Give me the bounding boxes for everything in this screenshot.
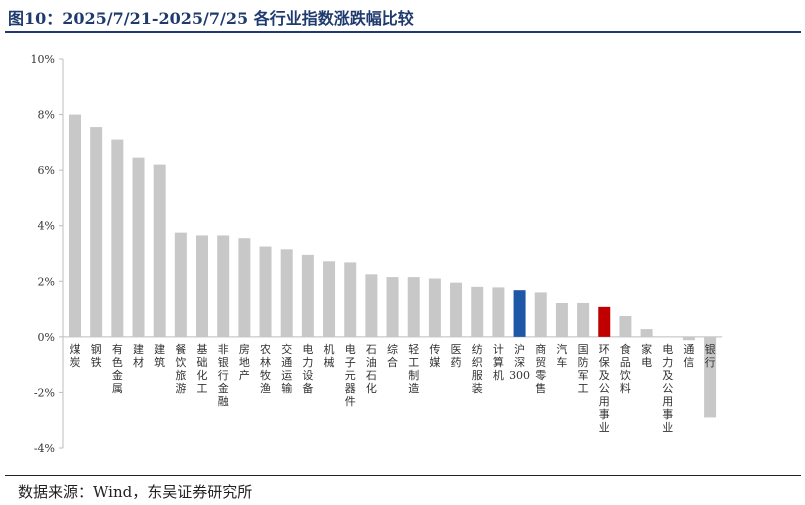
x-tick-label: 纺织服装 [472,342,483,395]
x-tick-label: 传媒 [429,343,440,369]
x-tick-label: 建筑 [154,342,165,369]
y-tick-label: 6% [38,164,55,177]
y-tick-label: 10% [31,53,55,66]
bar [280,249,293,337]
bar [640,329,653,337]
bar [534,292,547,337]
title-rule [5,31,801,33]
x-tick-label: 石油石化 [366,343,377,395]
bar [428,278,441,337]
x-tick-label: 电力及公用事业 [662,343,673,434]
bar [323,261,336,337]
x-tick-label: 房地产 [239,343,250,382]
x-tick-label: 电力设备 [302,343,313,395]
figure-title: 图10：2025/7/21-2025/7/25 各行业指数涨跌幅比较 [8,9,414,28]
bar [217,235,230,337]
x-tick-label: 汽车 [556,342,567,369]
bar [598,306,611,337]
bar [344,262,357,337]
bar [132,157,145,337]
y-tick-label: 8% [38,109,55,122]
plot-area: -4% -2% 0% 2% 4% 6% 8% 10% 煤炭钢铁有色金属建材建筑餐饮旅游基础化工非… [31,53,723,455]
x-tick-label: 农林牧渔 [260,342,271,395]
x-tick-label: 计算机 [493,343,504,382]
x-tick-label: 家电 [641,342,652,369]
y-tick-label: -4% [34,442,55,455]
x-tick-label: 通信 [683,343,694,369]
bar [513,290,526,337]
bar [682,336,695,341]
bar [492,287,505,337]
x-tick-label: 基础化工 [197,343,208,395]
x-tick-label: 银行 [705,342,716,369]
bar [174,232,187,337]
x-tick-label: 轻工制造 [408,342,419,395]
bar [90,127,103,337]
bar [111,139,124,337]
bar [196,235,209,337]
y-tick-label: 0% [38,331,55,344]
x-tick-label: 沪深 300 [509,342,530,382]
x-tick-label: 环保及公用事业 [599,343,610,434]
y-tick-label: 2% [38,275,55,288]
x-tick-label: 医药 [451,343,462,369]
x-tick-label: 国防军工 [578,343,589,395]
bar [407,277,420,337]
bar [577,302,590,337]
x-tick-label: 建材 [133,342,144,369]
bar [69,114,81,337]
y-tick-label: 4% [38,220,55,233]
x-tick-label: 煤炭 [70,343,81,369]
x-tick-label: 食品饮料 [620,342,631,395]
bar [259,246,272,337]
bar [153,164,166,337]
x-tick-label: 钢铁 [91,343,102,369]
bar [619,316,632,337]
bottom-rule [5,475,801,476]
bar [471,286,484,337]
bar [238,238,251,337]
bar [301,254,314,337]
bar [555,302,568,337]
x-tick-label: 有色金属 [112,342,123,395]
x-tick-label: 电子元器件 [345,343,356,408]
bar [386,277,399,337]
y-tick-label: -2% [34,386,55,399]
x-tick-label: 机械 [324,342,335,369]
bar [450,282,463,337]
x-tick-label: 交通运输 [281,342,292,395]
data-source-note: 数据来源：Wind，东吴证券研究所 [18,483,253,501]
bar [704,336,717,418]
x-tick-label: 非银行金融 [218,343,229,408]
x-tick-label: 综合 [387,342,398,369]
bar-chart: -4% -2% 0% 2% 4% 6% 8% 10% 煤炭钢铁有色金属建材建筑餐饮旅游基础化工非… [31,53,723,455]
x-tick-label: 餐饮旅游 [175,342,186,395]
bar [365,274,378,337]
x-tick-label: 商贸零售 [535,342,546,395]
